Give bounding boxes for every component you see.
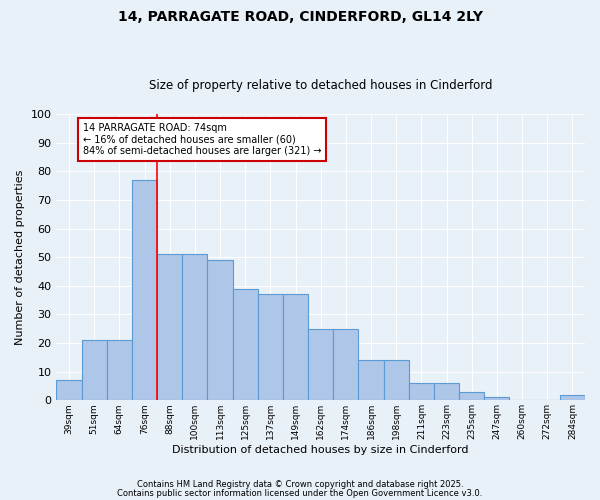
Bar <box>358 360 383 401</box>
Bar <box>459 392 484 400</box>
X-axis label: Distribution of detached houses by size in Cinderford: Distribution of detached houses by size … <box>172 445 469 455</box>
Bar <box>82 340 107 400</box>
Text: 14 PARRAGATE ROAD: 74sqm
← 16% of detached houses are smaller (60)
84% of semi-d: 14 PARRAGATE ROAD: 74sqm ← 16% of detach… <box>83 122 322 156</box>
Text: 14, PARRAGATE ROAD, CINDERFORD, GL14 2LY: 14, PARRAGATE ROAD, CINDERFORD, GL14 2LY <box>118 10 482 24</box>
Bar <box>308 328 333 400</box>
Bar <box>560 394 585 400</box>
Bar <box>333 328 358 400</box>
Bar <box>233 288 258 401</box>
Y-axis label: Number of detached properties: Number of detached properties <box>15 170 25 345</box>
Bar <box>157 254 182 400</box>
Bar <box>56 380 82 400</box>
Bar <box>484 398 509 400</box>
Bar <box>383 360 409 401</box>
Bar <box>208 260 233 400</box>
Bar <box>434 383 459 400</box>
Text: Contains public sector information licensed under the Open Government Licence v3: Contains public sector information licen… <box>118 488 482 498</box>
Bar <box>258 294 283 401</box>
Text: Contains HM Land Registry data © Crown copyright and database right 2025.: Contains HM Land Registry data © Crown c… <box>137 480 463 489</box>
Bar <box>182 254 208 400</box>
Bar <box>132 180 157 400</box>
Title: Size of property relative to detached houses in Cinderford: Size of property relative to detached ho… <box>149 79 493 92</box>
Bar <box>107 340 132 400</box>
Bar <box>283 294 308 401</box>
Bar <box>409 383 434 400</box>
